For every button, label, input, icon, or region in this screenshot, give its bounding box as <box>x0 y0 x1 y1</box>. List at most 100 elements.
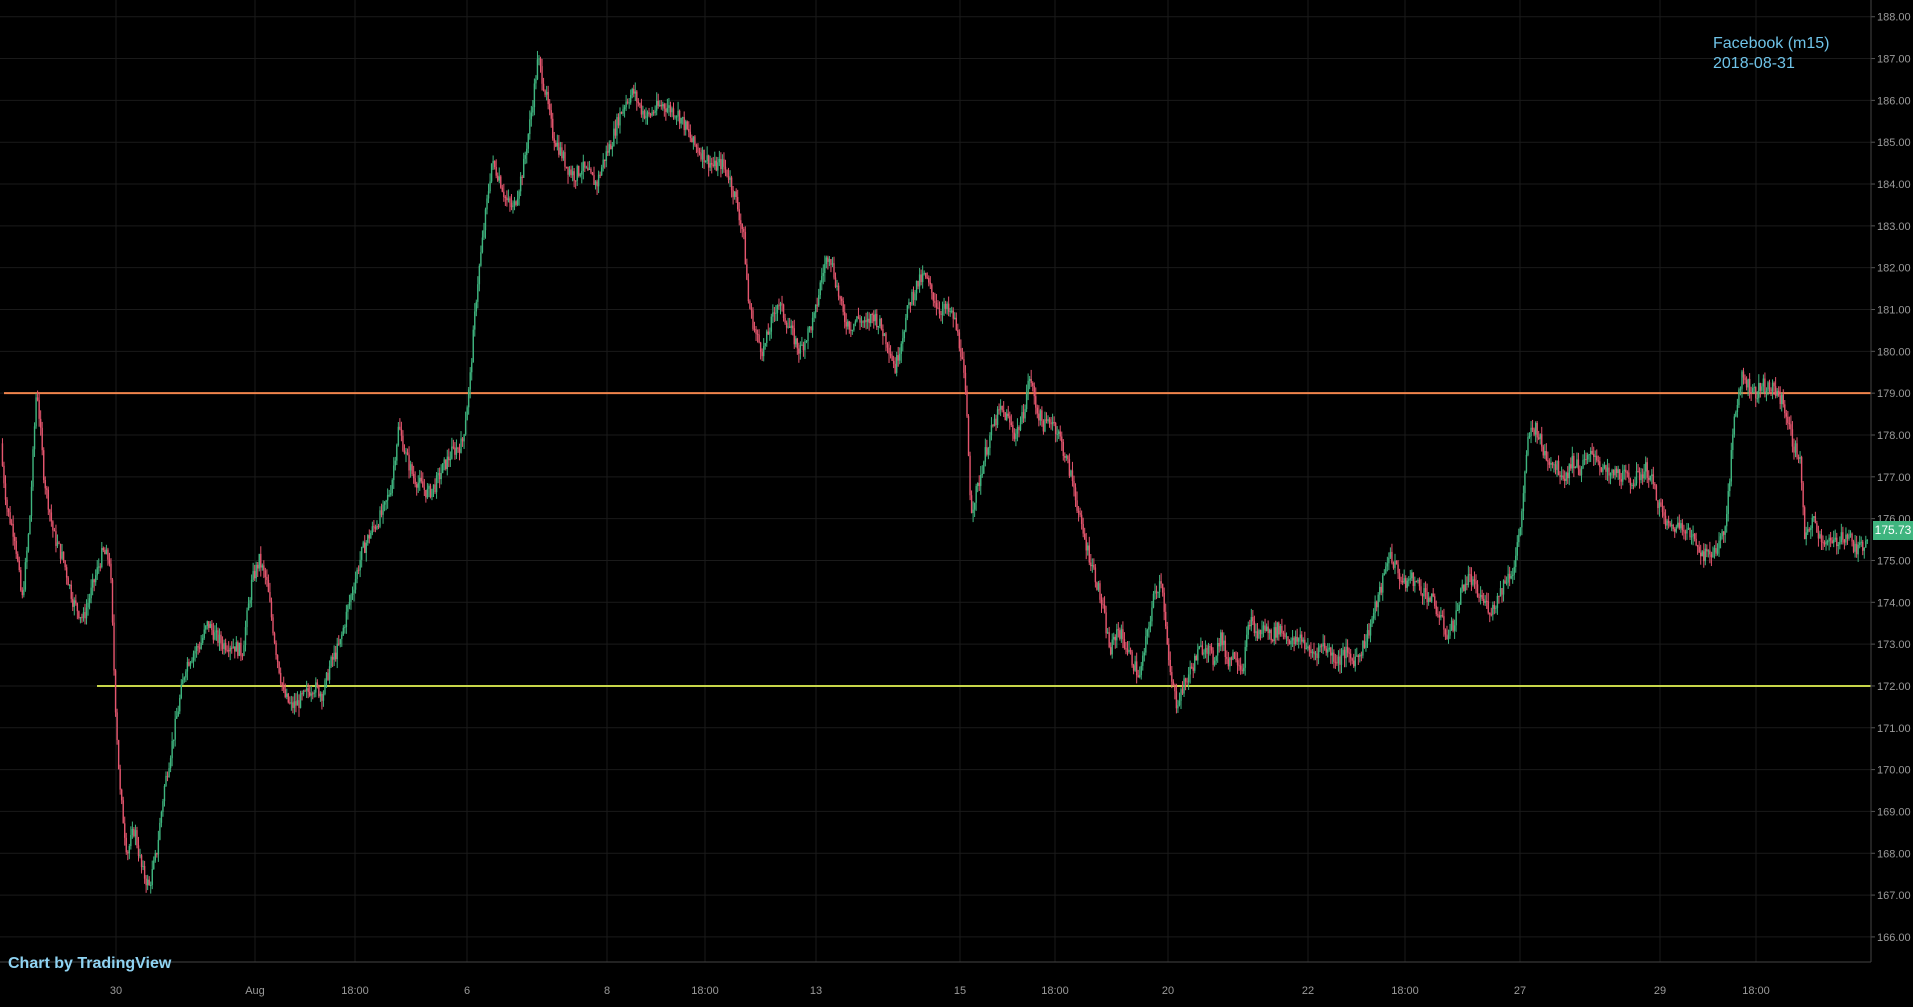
candle-body <box>1099 583 1101 600</box>
candle-body <box>21 590 24 596</box>
candle-body <box>741 223 743 229</box>
candle-body <box>474 311 476 330</box>
candle-body <box>405 452 407 454</box>
candle-body <box>899 353 901 361</box>
candle-body <box>1279 625 1282 635</box>
candle-body <box>203 629 205 639</box>
candle-body <box>1146 629 1149 637</box>
candle-body <box>1733 416 1736 435</box>
candle-body <box>218 634 221 643</box>
candle-body <box>1713 547 1716 553</box>
candle-body <box>238 642 241 656</box>
candle-body <box>1712 552 1714 558</box>
candle-body <box>1444 629 1447 635</box>
candle-body <box>148 879 150 886</box>
candle-body <box>70 584 72 599</box>
candle-body <box>160 811 163 823</box>
candle-body <box>224 642 227 651</box>
candle-body <box>1019 422 1022 431</box>
candle-body <box>769 331 771 335</box>
tradingview-credit[interactable]: Chart by TradingView <box>8 955 171 973</box>
candle-body <box>1267 626 1269 634</box>
candle-body <box>90 587 92 599</box>
candle-body <box>1655 485 1658 501</box>
candle-body <box>310 693 312 696</box>
candle-body <box>1834 537 1836 540</box>
candle-body <box>1560 475 1563 478</box>
candle-body <box>477 284 479 302</box>
candle-body <box>585 167 588 169</box>
candle-body <box>253 571 256 579</box>
candle-body <box>895 355 898 373</box>
candle-body <box>1022 412 1025 419</box>
candle-body <box>44 479 46 489</box>
candle-body <box>283 685 285 690</box>
candle-body <box>1501 588 1503 595</box>
candle-body <box>1651 474 1653 476</box>
candle-body <box>185 671 187 678</box>
candle-body <box>503 191 505 197</box>
candle-body <box>128 846 131 854</box>
candle-body <box>522 158 525 178</box>
candle-body <box>49 509 51 513</box>
candle-body <box>1563 478 1566 481</box>
candle-body <box>471 362 473 373</box>
candle-body <box>1082 524 1084 534</box>
candle-body <box>1729 481 1731 492</box>
candle-body <box>813 312 815 318</box>
candle-body <box>1644 462 1647 472</box>
candle-body <box>1357 655 1360 657</box>
candle-body <box>1684 531 1687 534</box>
candle-body <box>403 450 406 454</box>
candle-body <box>640 104 643 115</box>
candle-body <box>935 302 938 308</box>
x-tick-label: 27 <box>1514 985 1526 997</box>
candle-body <box>360 547 363 560</box>
candle-body <box>795 338 797 345</box>
candle-body <box>409 464 412 471</box>
candle-body <box>1012 425 1014 433</box>
candle-body <box>426 488 429 498</box>
candle-body <box>967 416 970 456</box>
candle-body <box>655 100 658 111</box>
candle-body <box>1565 472 1567 481</box>
candle-body <box>828 259 831 262</box>
candle-body <box>573 171 575 181</box>
candle-body <box>987 448 990 455</box>
candle-body <box>636 91 638 102</box>
candle-body <box>1452 620 1454 631</box>
candle-body <box>628 102 630 104</box>
candle-body <box>1481 594 1483 599</box>
candle-body <box>545 91 548 95</box>
candle-body <box>579 174 581 176</box>
candle-body <box>672 108 675 117</box>
candle-body <box>1181 689 1184 694</box>
credit-brand[interactable]: TradingView <box>77 955 172 972</box>
candle-body <box>29 515 31 535</box>
candle-body <box>1744 377 1746 381</box>
candle-body <box>41 427 43 451</box>
candle-body <box>1032 383 1034 386</box>
candle-body <box>82 612 85 618</box>
candle-body <box>1609 472 1612 476</box>
candle-body <box>120 789 123 801</box>
candle-body <box>486 198 488 210</box>
candle-body <box>1050 422 1052 425</box>
candle-body <box>1198 646 1201 650</box>
candle-body <box>914 293 916 300</box>
candle-body <box>1583 459 1586 461</box>
candle-body <box>915 280 918 294</box>
candle-body <box>1288 640 1291 645</box>
candle-body <box>1420 586 1422 594</box>
candle-body <box>530 112 533 120</box>
candle-body <box>810 326 812 331</box>
candle-body <box>443 459 445 464</box>
candle-body <box>377 525 380 527</box>
candle-body <box>402 435 404 451</box>
candle-body <box>1009 416 1011 423</box>
candle-body <box>255 564 257 579</box>
candle-body <box>1125 647 1127 650</box>
candle-body <box>666 107 669 112</box>
